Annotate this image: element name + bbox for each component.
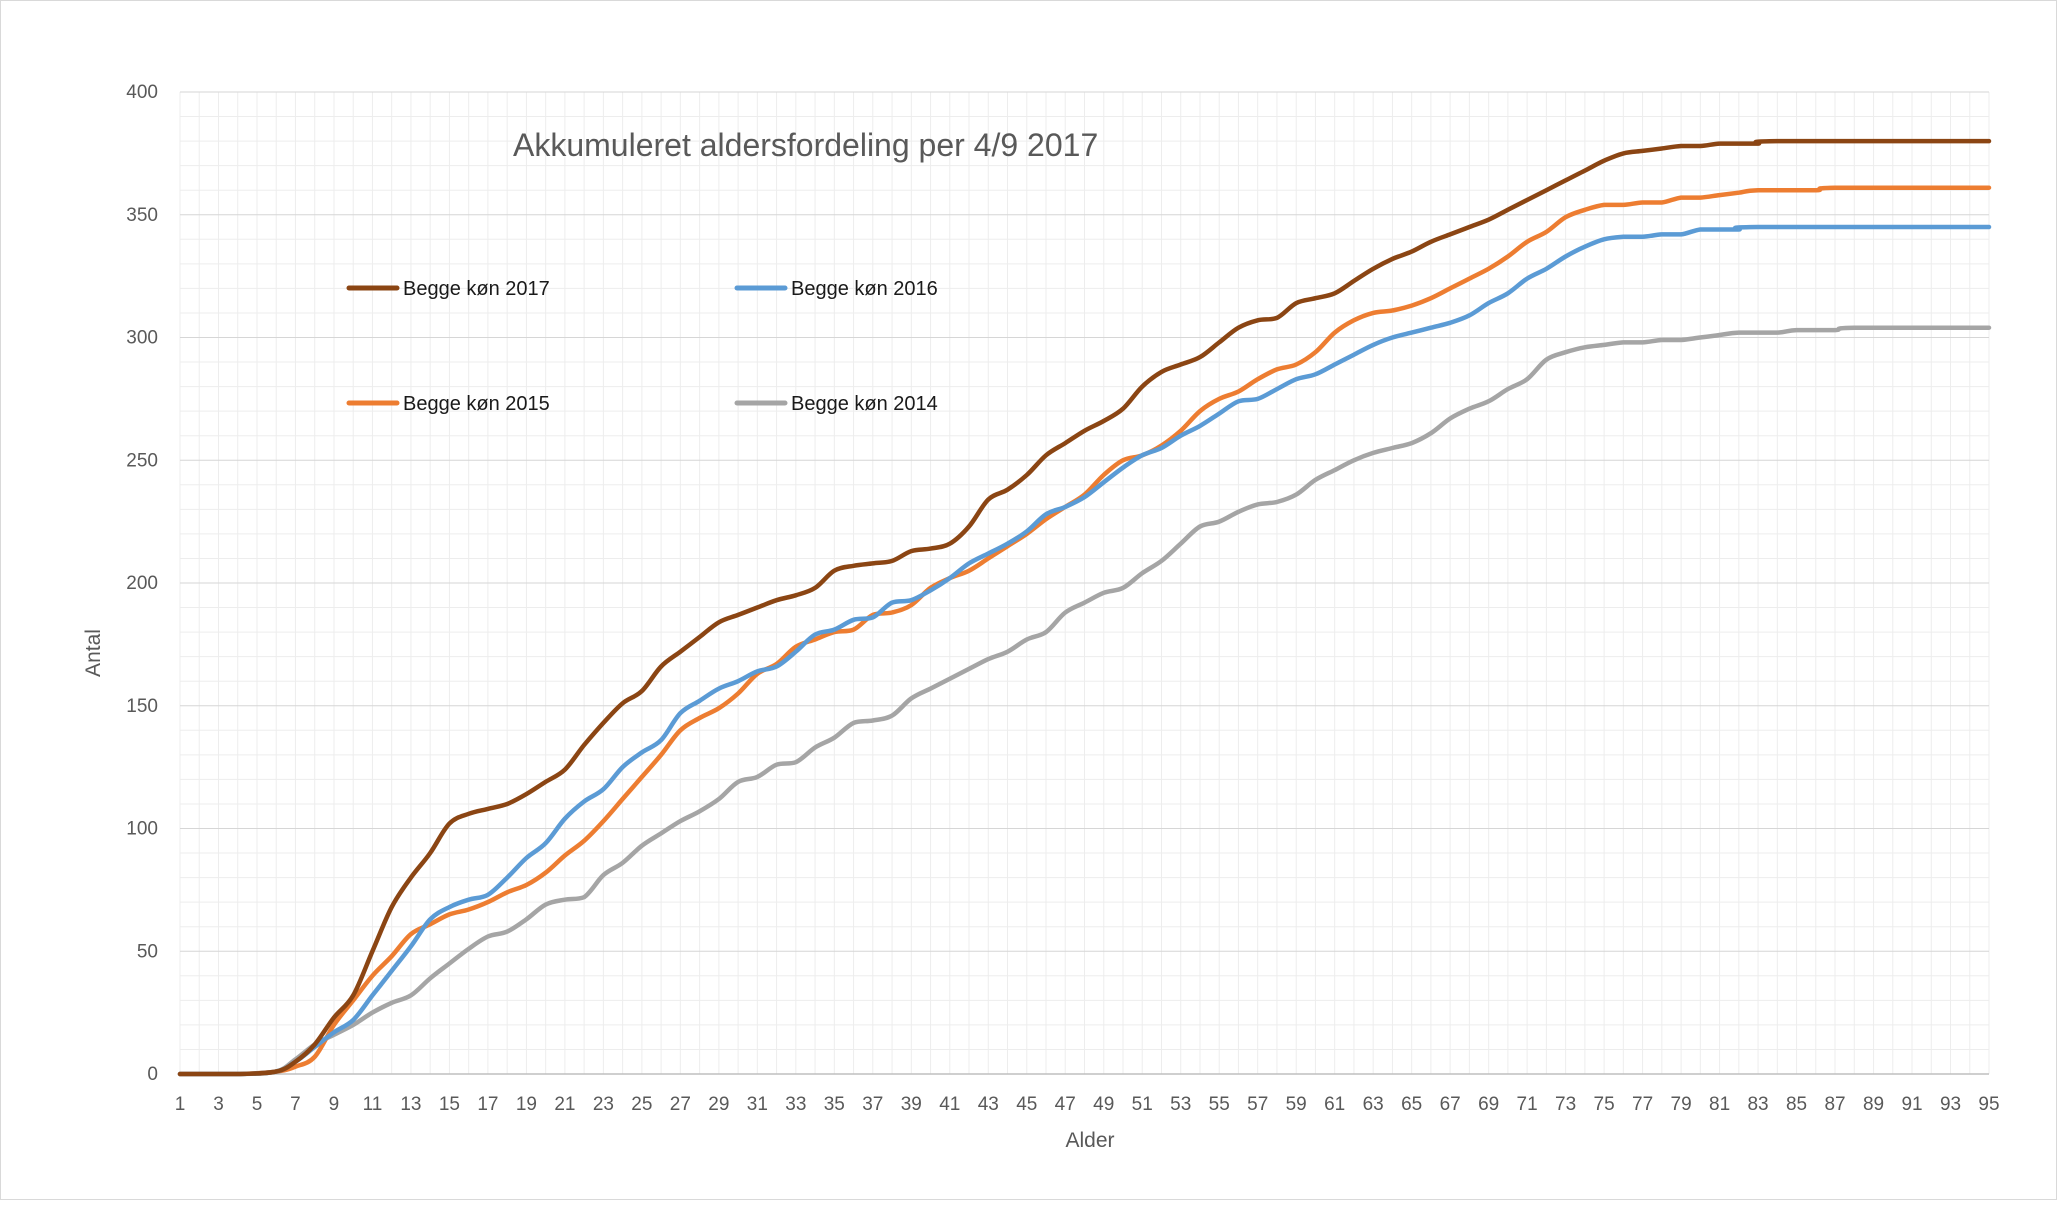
y-tick-label: 100	[126, 819, 158, 840]
x-tick-label: 13	[400, 1094, 421, 1115]
x-tick-label: 75	[1594, 1094, 1615, 1115]
x-tick-label: 65	[1401, 1094, 1422, 1115]
x-tick-label: 93	[1940, 1094, 1961, 1115]
series-line-2015	[177, 185, 1992, 1077]
x-tick-label: 1	[175, 1094, 186, 1115]
y-tick-label: 350	[126, 205, 158, 226]
legend-item-2014: Begge køn 2014	[734, 393, 938, 415]
legend-item-2016: Begge køn 2016	[734, 278, 938, 300]
x-tick-label: 35	[824, 1094, 845, 1115]
x-tick-label: 89	[1863, 1094, 1884, 1115]
legend-label: Begge køn 2017	[403, 278, 550, 300]
y-tick-label: 50	[137, 941, 158, 962]
x-tick-label: 73	[1555, 1094, 1576, 1115]
x-tick-label: 79	[1671, 1094, 1692, 1115]
x-tick-label: 51	[1132, 1094, 1153, 1115]
x-tick-label: 71	[1517, 1094, 1538, 1115]
x-tick-label: 3	[213, 1094, 224, 1115]
x-tick-label: 5	[252, 1094, 263, 1115]
x-tick-label: 57	[1247, 1094, 1268, 1115]
y-tick-label: 300	[126, 328, 158, 349]
legend-label: Begge køn 2015	[403, 393, 550, 415]
x-axis-ticks: 1 3 5 7 9 11 13 15 17 19 21 23 25 27 29 31 33 35 37 39 41 43 4…	[175, 1094, 2000, 1115]
x-tick-label: 43	[978, 1094, 999, 1115]
x-tick-label: 7	[290, 1094, 301, 1115]
x-tick-label: 23	[593, 1094, 614, 1115]
x-tick-label: 33	[785, 1094, 806, 1115]
series-line-2017	[177, 138, 1992, 1077]
x-tick-label: 45	[1016, 1094, 1037, 1115]
y-axis-ticks: 0 50 100 150 200 250 300 350 400	[126, 82, 158, 1085]
x-tick-label: 77	[1632, 1094, 1653, 1115]
legend-label: Begge køn 2014	[791, 393, 938, 415]
x-tick-label: 29	[708, 1094, 729, 1115]
x-tick-label: 9	[329, 1094, 340, 1115]
x-axis-title: Alder	[1065, 1129, 1114, 1152]
x-tick-label: 87	[1824, 1094, 1845, 1115]
x-tick-label: 15	[439, 1094, 460, 1115]
x-tick-label: 85	[1786, 1094, 1807, 1115]
x-tick-label: 31	[747, 1094, 768, 1115]
y-tick-label: 0	[147, 1064, 158, 1085]
x-tick-label: 19	[516, 1094, 537, 1115]
x-tick-label: 25	[631, 1094, 652, 1115]
gridlines	[179, 91, 1990, 1075]
x-tick-label: 21	[554, 1094, 575, 1115]
y-tick-label: 150	[126, 696, 158, 717]
x-tick-label: 61	[1324, 1094, 1345, 1115]
x-tick-label: 17	[477, 1094, 498, 1115]
y-tick-label: 200	[126, 573, 158, 594]
series-line-2014	[177, 325, 1992, 1077]
legend-item-2015: Begge køn 2015	[346, 393, 550, 415]
chart-title: Akkumuleret aldersfordeling per 4/9 2017	[513, 127, 1098, 163]
x-tick-label: 37	[862, 1094, 883, 1115]
legend: Begge køn 2017 Begge køn 2016 Begge køn 20…	[346, 278, 938, 415]
x-tick-label: 55	[1209, 1094, 1230, 1115]
legend-item-2017: Begge køn 2017	[346, 278, 550, 300]
x-tick-label: 27	[670, 1094, 691, 1115]
x-tick-label: 63	[1363, 1094, 1384, 1115]
x-tick-label: 47	[1055, 1094, 1076, 1115]
x-tick-label: 53	[1170, 1094, 1191, 1115]
legend-label: Begge køn 2016	[791, 278, 938, 300]
x-tick-label: 49	[1093, 1094, 1114, 1115]
series-line-2016	[177, 224, 1992, 1077]
x-tick-label: 39	[901, 1094, 922, 1115]
y-tick-label: 250	[126, 450, 158, 471]
y-tick-label: 400	[126, 82, 158, 103]
series-lines	[177, 138, 1992, 1077]
x-tick-label: 69	[1478, 1094, 1499, 1115]
x-tick-label: 91	[1901, 1094, 1922, 1115]
x-tick-label: 95	[1978, 1094, 1999, 1115]
x-tick-label: 41	[939, 1094, 960, 1115]
x-tick-label: 59	[1286, 1094, 1307, 1115]
x-tick-label: 83	[1747, 1094, 1768, 1115]
x-tick-label: 81	[1709, 1094, 1730, 1115]
y-axis-title: Antal	[82, 629, 105, 677]
x-tick-label: 67	[1440, 1094, 1461, 1115]
x-tick-label: 11	[363, 1094, 383, 1115]
